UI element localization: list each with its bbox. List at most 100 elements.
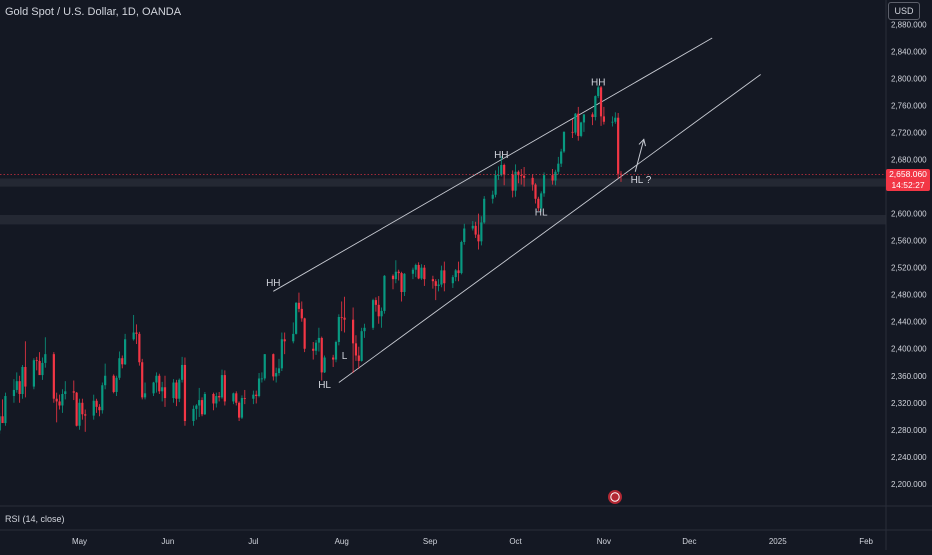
candle-body (155, 375, 158, 383)
chart-title: Gold Spot / U.S. Dollar, 1D, OANDA (5, 6, 182, 18)
candle (55, 392, 58, 423)
candle (531, 174, 534, 191)
currency-button[interactable]: USD (888, 2, 920, 20)
candle-body (41, 362, 44, 376)
candle-body (104, 375, 107, 386)
candle (81, 398, 84, 420)
y-axis-tick-label: 2,320.000 (891, 399, 927, 408)
candle (540, 191, 543, 212)
y-axis-tick-label: 2,840.000 (891, 48, 927, 57)
candle-body (163, 387, 167, 399)
candle-body (337, 316, 340, 342)
x-axis-tick-label: Jun (161, 537, 174, 546)
candle (363, 323, 366, 338)
candle (220, 369, 224, 399)
candle-body (263, 354, 266, 379)
candle (423, 264, 426, 286)
candle-body (400, 273, 403, 292)
candle-body (391, 275, 395, 280)
candle-body (297, 302, 301, 309)
candle (337, 314, 340, 346)
y-axis-tick-label: 2,680.000 (891, 156, 927, 165)
candle (437, 279, 440, 292)
candle-body (580, 122, 583, 136)
candle-body (551, 175, 554, 181)
candle (277, 358, 281, 376)
candle (183, 357, 187, 426)
candle (272, 353, 275, 381)
candle-body (414, 264, 417, 270)
x-axis-tick-label: Feb (859, 537, 873, 546)
x-axis-tick-label: Dec (682, 537, 696, 546)
candle-body (503, 165, 506, 175)
y-axis-tick-label: 2,240.000 (891, 453, 927, 462)
candle-body (98, 406, 101, 411)
candle (577, 106, 580, 141)
candle-body (238, 402, 241, 418)
candle (192, 405, 195, 426)
candle-body (300, 308, 303, 319)
candle (411, 267, 415, 280)
candle-body (198, 400, 201, 406)
candle (295, 302, 298, 335)
candle (440, 265, 443, 288)
candle-body (320, 337, 323, 373)
rsi-indicator-label[interactable]: RSI (14, close) (5, 514, 65, 524)
candle (554, 169, 557, 186)
candle (115, 375, 118, 397)
y-axis-tick-label: 2,360.000 (891, 372, 927, 381)
candle (195, 404, 198, 420)
candle-body (121, 358, 124, 365)
candle (212, 392, 215, 411)
candle-body (431, 279, 434, 282)
candle (32, 358, 35, 390)
candle (112, 374, 115, 394)
candle-body (275, 373, 278, 377)
candle-body (591, 114, 594, 118)
candle-body (531, 177, 534, 185)
candle (175, 379, 178, 407)
candle-body (371, 300, 375, 328)
candle (12, 379, 16, 403)
candle (480, 216, 483, 246)
candle (334, 340, 338, 363)
candle-body (420, 267, 423, 279)
candle (75, 391, 78, 427)
candle (357, 346, 360, 370)
candle-body (360, 331, 363, 361)
candle-body (520, 175, 523, 176)
candle (511, 170, 514, 198)
candle (400, 271, 403, 302)
candle (343, 296, 346, 333)
candle-body (537, 198, 540, 209)
candle-body (317, 337, 320, 343)
candle (340, 301, 343, 332)
candle (534, 183, 537, 204)
candle (580, 121, 583, 138)
candle-body (0, 416, 1, 431)
candle (41, 357, 44, 380)
candle-body (295, 302, 298, 334)
candle (1, 399, 4, 424)
candle-body (577, 113, 580, 136)
candle-body (343, 317, 346, 320)
candle (58, 394, 61, 410)
candle (143, 382, 147, 400)
candle (380, 307, 383, 328)
last-price-tag: 2,658.060 14:52:27 (886, 169, 930, 191)
candle-body (272, 354, 275, 377)
candle-body (195, 405, 198, 409)
x-axis-tick-label: Nov (597, 537, 611, 546)
channel-upper-line (273, 37, 713, 292)
candle (574, 112, 577, 135)
candle-body (457, 270, 460, 274)
x-axis-tick-label: Oct (509, 537, 522, 546)
candle-body (571, 131, 574, 133)
pattern-annotation: HL ? (631, 175, 652, 186)
candle-body (152, 382, 155, 394)
candle (232, 392, 235, 405)
candle (391, 274, 395, 290)
candle (394, 260, 397, 284)
candle-body (124, 339, 127, 365)
